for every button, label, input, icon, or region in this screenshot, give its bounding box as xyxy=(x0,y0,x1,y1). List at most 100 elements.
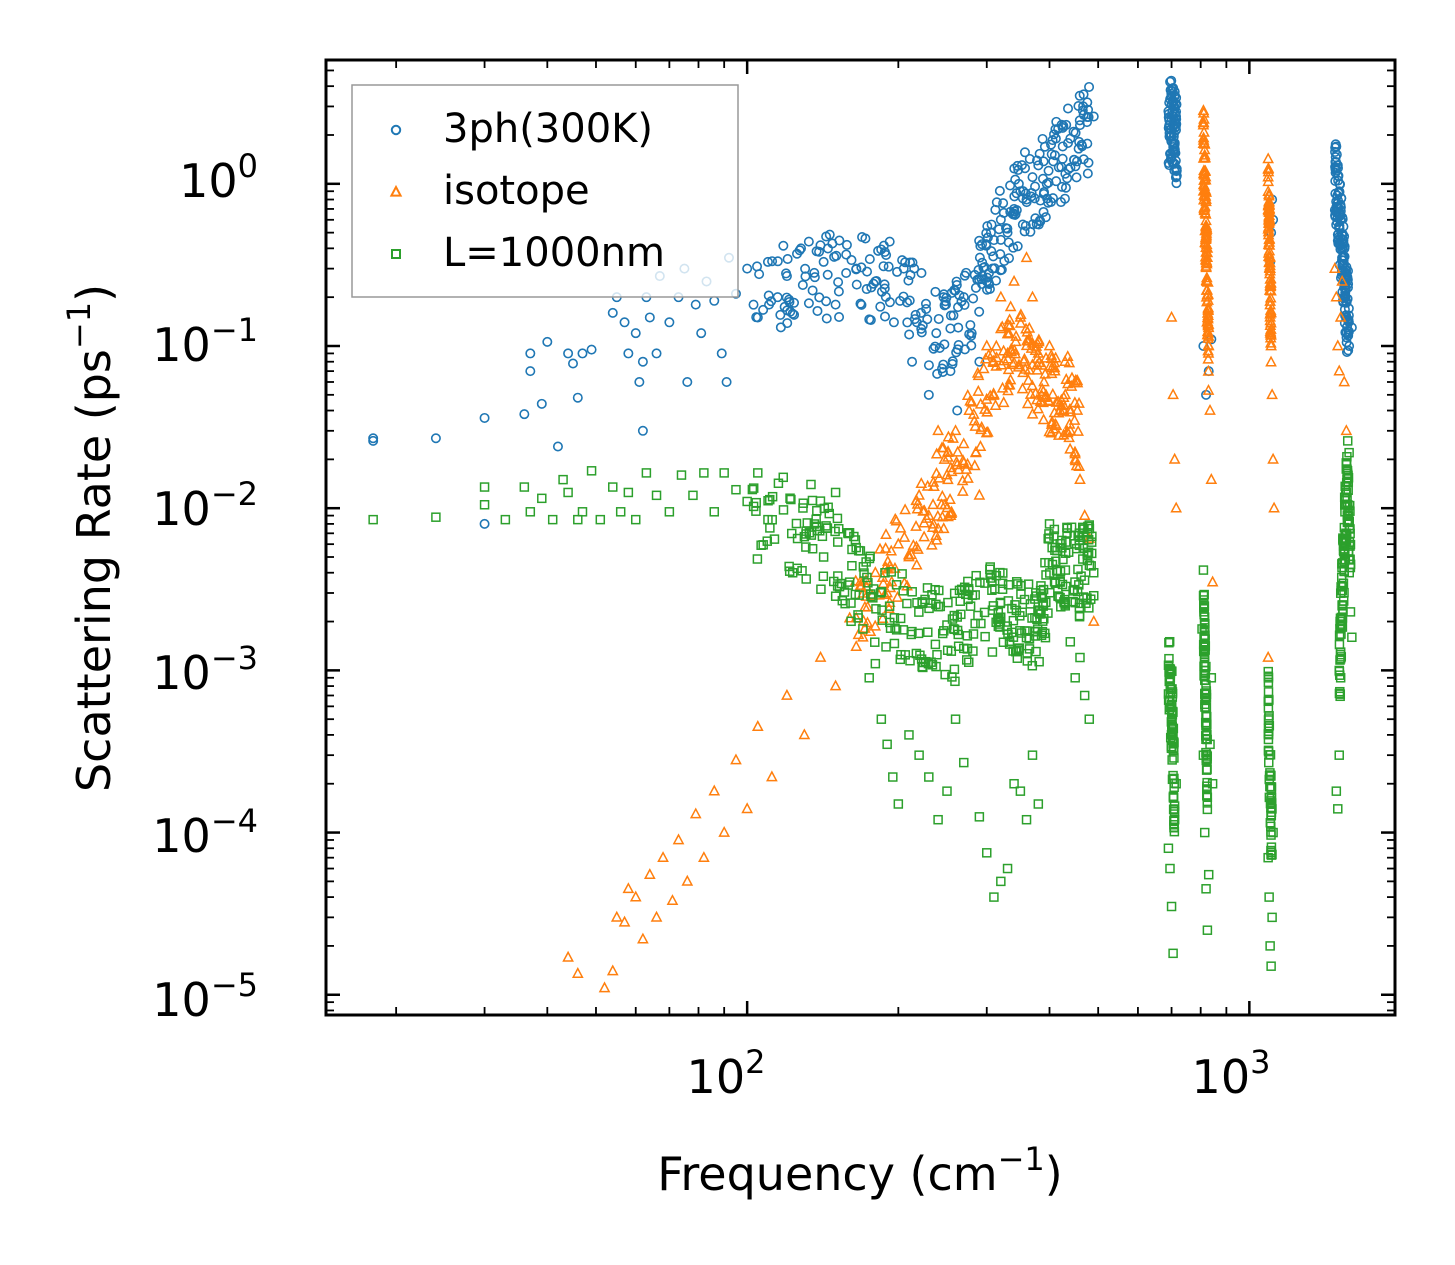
data-point-dense xyxy=(990,339,1003,351)
data-point-dense xyxy=(1201,306,1214,318)
data-point xyxy=(1330,290,1343,302)
data-point xyxy=(1205,473,1218,484)
data-point xyxy=(1166,901,1177,912)
data-point xyxy=(1015,186,1026,197)
data-point-dense xyxy=(1024,644,1035,654)
data-point-dense xyxy=(916,268,927,279)
data-point-dense xyxy=(773,478,784,489)
data-point xyxy=(932,424,944,436)
data-point xyxy=(1264,892,1274,902)
data-point-dense xyxy=(985,564,995,575)
data-point-dense xyxy=(962,471,974,483)
data-point-dense xyxy=(1341,297,1352,308)
data-point-dense xyxy=(968,646,978,656)
data-point xyxy=(1002,863,1013,874)
data-point-dense xyxy=(998,198,1009,209)
data-point-dense xyxy=(1264,264,1276,276)
data-point-dense xyxy=(994,185,1005,196)
data-point-dense xyxy=(1064,402,1076,414)
data-point-dense xyxy=(930,447,943,459)
data-point-dense xyxy=(853,613,863,623)
data-point-dense xyxy=(1049,417,1062,429)
data-point-dense xyxy=(1016,382,1029,394)
data-point-dense xyxy=(994,322,1007,334)
data-point-dense xyxy=(961,457,974,469)
data-point-dense xyxy=(1199,607,1209,617)
data-point-dense xyxy=(1064,405,1077,417)
data-point-dense xyxy=(957,437,970,449)
data-point-dense xyxy=(1023,321,1036,333)
data-point xyxy=(1014,310,1027,322)
data-point xyxy=(1089,567,1099,578)
data-point-dense xyxy=(987,585,997,595)
data-point-dense xyxy=(1086,561,1096,571)
data-point-dense xyxy=(747,484,758,495)
data-point-dense xyxy=(956,484,969,496)
data-point-dense xyxy=(1064,442,1076,454)
y-tick-label-1e0: 100 xyxy=(179,147,258,208)
data-point-dense xyxy=(964,394,976,406)
data-point-dense xyxy=(1033,607,1044,617)
data-point-dense xyxy=(880,291,891,302)
data-point-dense xyxy=(969,446,982,458)
data-point xyxy=(552,441,563,452)
data-point-dense xyxy=(1073,100,1084,111)
data-point xyxy=(996,876,1006,887)
data-point xyxy=(709,507,720,517)
data-point xyxy=(1347,632,1357,643)
data-point-dense xyxy=(880,528,892,540)
data-point-dense xyxy=(1262,152,1275,164)
data-point xyxy=(1169,814,1180,825)
data-point-dense xyxy=(885,544,898,556)
data-point-dense xyxy=(1344,516,1354,527)
data-point xyxy=(1344,447,1354,458)
data-point xyxy=(1197,624,1207,634)
data-point-dense xyxy=(804,528,815,538)
data-point-dense xyxy=(784,294,795,305)
data-point-dense xyxy=(1025,226,1036,237)
tick-layer xyxy=(326,60,1395,1015)
y-axis-label: Scattering Rate (ps−1) xyxy=(60,284,121,792)
data-point-dense xyxy=(1001,327,1014,339)
data-point-dense xyxy=(918,504,931,516)
data-point xyxy=(974,812,985,822)
data-point-dense xyxy=(1200,630,1210,640)
data-point-dense xyxy=(1070,374,1083,386)
data-point-dense xyxy=(1345,607,1356,617)
data-point xyxy=(479,482,490,492)
data-point-dense xyxy=(923,360,934,371)
data-point-dense xyxy=(841,249,852,260)
data-point-dense xyxy=(811,246,822,257)
data-point-dense xyxy=(1168,723,1179,734)
data-point-dense xyxy=(945,323,956,334)
data-point xyxy=(957,456,970,468)
data-point xyxy=(1168,948,1178,959)
data-point-dense xyxy=(1344,500,1355,511)
data-point xyxy=(1338,545,1349,556)
data-point xyxy=(1206,575,1219,587)
data-point-dense xyxy=(1198,136,1211,148)
data-point-dense xyxy=(1004,636,1015,646)
data-point-dense xyxy=(1047,542,1057,553)
data-point-dense xyxy=(1009,335,1022,347)
data-point-dense xyxy=(829,251,840,262)
data-point xyxy=(1338,375,1351,387)
data-point-dense xyxy=(855,546,866,556)
x-axis-label: Frequency (cm−1) xyxy=(657,1140,1062,1201)
data-point-dense xyxy=(939,626,949,636)
data-point xyxy=(814,650,827,662)
data-point xyxy=(643,868,656,880)
data-point-dense xyxy=(905,655,915,666)
data-point-dense xyxy=(963,404,976,416)
data-point xyxy=(851,263,862,274)
data-point-dense xyxy=(1045,348,1058,360)
data-point xyxy=(1263,852,1273,863)
data-point-dense xyxy=(982,272,993,283)
data-point-dense xyxy=(1264,314,1277,326)
data-point-dense xyxy=(1169,826,1180,837)
data-point-dense xyxy=(871,604,881,614)
data-point xyxy=(1044,519,1055,529)
data-point-dense xyxy=(824,229,835,240)
data-point-dense xyxy=(962,643,973,654)
